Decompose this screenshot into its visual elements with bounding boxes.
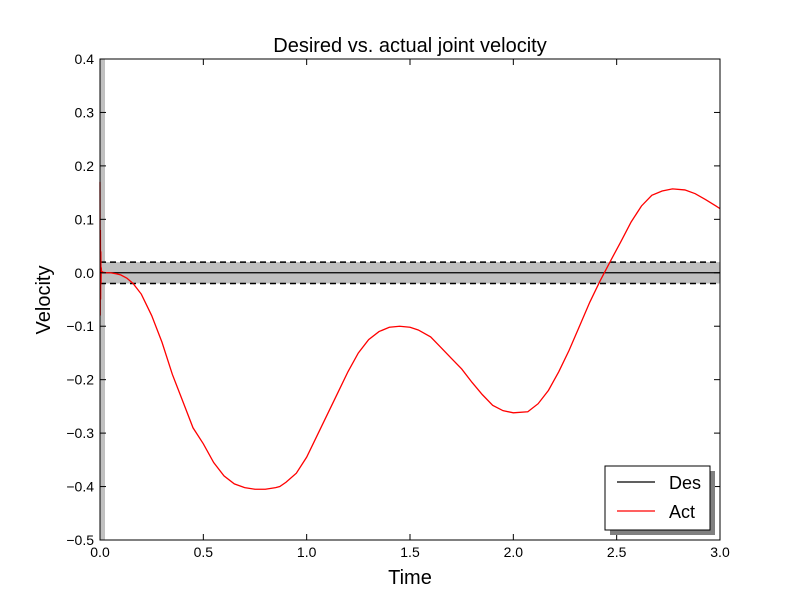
y-tick-label: 0.3: [75, 104, 95, 120]
legend: Des Act: [604, 465, 715, 535]
chart-title: Desired vs. actual joint velocity: [273, 35, 546, 57]
x-tick-label: 2.0: [504, 544, 524, 560]
y-tick-label: 0.2: [75, 158, 95, 174]
x-tick-label: 1.0: [297, 544, 317, 560]
x-tick-label: 2.5: [607, 544, 627, 560]
legend-label-des: Des: [669, 473, 701, 493]
legend-label-act: Act: [669, 502, 695, 522]
y-tick-label: −0.5: [66, 532, 94, 548]
y-tick-label: −0.4: [66, 479, 94, 495]
x-tick-label: 0.5: [194, 544, 214, 560]
x-tick-label: 3.0: [710, 544, 730, 560]
x-tick-label: 1.5: [400, 544, 420, 560]
y-tick-label: −0.3: [66, 425, 94, 441]
y-tick-label: 0.1: [75, 211, 95, 227]
initial-shading: [100, 59, 105, 540]
plot-area: 0.0 0.5 1.0 1.5 2.0 2.5 3.0 0.4 0.3 0.2 0.1 0.0 −0.1…: [66, 51, 730, 560]
x-axis-title: Time: [388, 567, 432, 589]
y-tick-label: −0.1: [66, 318, 94, 334]
y-tick-label: −0.2: [66, 372, 94, 388]
legend-box: [604, 465, 711, 531]
x-tick-label: 0.0: [90, 544, 110, 560]
y-tick-label: 0.0: [75, 265, 95, 281]
y-tick-label: 0.4: [75, 51, 95, 67]
y-axis-title: Velocity: [33, 266, 55, 335]
series-line-act: [99, 181, 721, 490]
